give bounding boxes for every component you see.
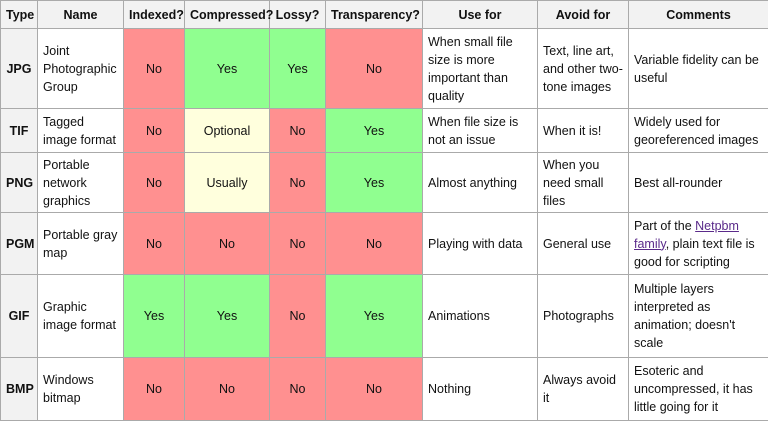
cell: Joint Photographic Group [37,28,124,109]
cell: No [123,357,185,421]
cell: No [325,357,423,421]
table-row: JPG Joint Photographic Group No Yes Yes No Whe… [0,28,768,109]
cell: Animations [422,274,538,358]
cell: No [123,28,185,109]
header-row: Type Name Indexed? Compressed? Lossy? Transpa… [0,0,768,29]
header-cell: Name [37,0,124,29]
table-row: TIF Tagged image format No Optional No Yes Whe… [0,108,768,153]
cell: General use [537,212,629,275]
link[interactable]: Netpbm family [634,218,739,251]
cell: Graphic image format [37,274,124,358]
cell: No [123,212,185,275]
type-cell: TIF [0,108,38,153]
type-cell: PNG [0,152,38,213]
cell: Almost anything [422,152,538,213]
cell: Multiple layers interpreted as animation… [628,274,768,358]
text: Part of the [634,218,696,233]
cell: Part of the Netpbm family, plain text fi… [628,212,768,275]
table-row: PGM Portable gray map No No No No Playing with… [0,212,768,275]
header-cell: Avoid for [537,0,629,29]
cell: Yes [184,274,270,358]
cell: No [269,212,326,275]
cell: Nothing [422,357,538,421]
cell: No [184,357,270,421]
table-row: BMP Windows bitmap No No No No Nothing Always a… [0,357,768,421]
header-cell: Use for [422,0,538,29]
header-cell: Lossy? [269,0,326,29]
cell: Always avoid it [537,357,629,421]
table-row: GIF Graphic image format Yes Yes No Yes Animat… [0,274,768,358]
cell: Text, line art, and other two-tone image… [537,28,629,109]
cell: No [325,212,423,275]
cell: Windows bitmap [37,357,124,421]
cell: No [123,108,185,153]
cell: No [325,28,423,109]
cell: No [269,274,326,358]
text: , plain text file is good for scripting [634,236,755,269]
cell: No [123,152,185,213]
table-row: PNG Portable network graphics No Usually No Y… [0,152,768,213]
cell: No [269,357,326,421]
cell: Yes [269,28,326,109]
header-cell: Indexed? [123,0,185,29]
type-cell: GIF [0,274,38,358]
cell: Widely used for georeferenced images [628,108,768,153]
cell: When it is! [537,108,629,153]
cell: Yes [325,152,423,213]
cell: Yes [325,274,423,358]
cell: When file size is not an issue [422,108,538,153]
header-cell: Comments [628,0,768,29]
cell: No [269,152,326,213]
cell: When small file size is more important t… [422,28,538,109]
cell: Yes [184,28,270,109]
cell: No [184,212,270,275]
type-cell: JPG [0,28,38,109]
cell: No [269,108,326,153]
header-cell: Transparency? [325,0,423,29]
cell: Yes [123,274,185,358]
cell: Portable network graphics [37,152,124,213]
cell: Yes [325,108,423,153]
cell: Portable gray map [37,212,124,275]
cell: Photographs [537,274,629,358]
type-cell: PGM [0,212,38,275]
cell: Esoteric and uncompressed, it has little… [628,357,768,421]
cell: Variable fidelity can be useful [628,28,768,109]
cell: Best all-rounder [628,152,768,213]
type-cell: BMP [0,357,38,421]
cell: Playing with data [422,212,538,275]
table-body: JPG Joint Photographic Group No Yes Yes No Whe… [0,28,768,421]
cell: Optional [184,108,270,153]
cell: Tagged image format [37,108,124,153]
cell: When you need small files [537,152,629,213]
header-cell: Type [0,0,38,29]
cell: Usually [184,152,270,213]
header-cell: Compressed? [184,0,273,29]
